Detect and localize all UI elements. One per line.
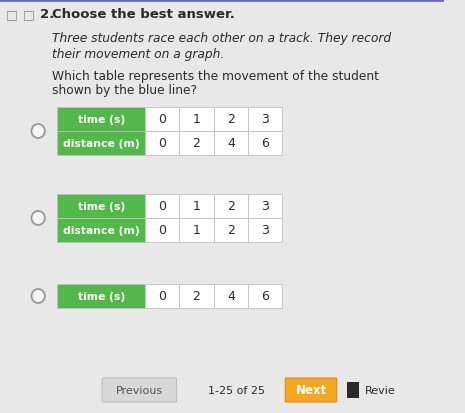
FancyBboxPatch shape: [214, 218, 248, 242]
Text: 0: 0: [158, 290, 166, 303]
Text: 0: 0: [158, 113, 166, 126]
Text: 2: 2: [193, 290, 200, 303]
Text: 3: 3: [261, 113, 269, 126]
FancyBboxPatch shape: [248, 108, 282, 132]
Text: □: □: [23, 8, 35, 21]
FancyBboxPatch shape: [145, 195, 179, 218]
FancyBboxPatch shape: [57, 195, 145, 218]
FancyBboxPatch shape: [57, 108, 145, 132]
Text: time (s): time (s): [78, 202, 125, 211]
Text: 2: 2: [227, 113, 235, 126]
Text: time (s): time (s): [78, 291, 125, 301]
Text: 3: 3: [261, 224, 269, 237]
FancyBboxPatch shape: [214, 108, 248, 132]
FancyBboxPatch shape: [145, 132, 179, 156]
Text: 2.: 2.: [40, 8, 54, 21]
Text: distance (m): distance (m): [63, 225, 140, 235]
Text: Which table represents the movement of the student: Which table represents the movement of t…: [53, 70, 379, 83]
Text: distance (m): distance (m): [63, 139, 140, 149]
FancyBboxPatch shape: [285, 378, 337, 402]
Text: 2: 2: [227, 224, 235, 237]
FancyBboxPatch shape: [145, 218, 179, 242]
FancyBboxPatch shape: [214, 195, 248, 218]
Text: □: □: [6, 8, 18, 21]
FancyBboxPatch shape: [102, 378, 177, 402]
Text: 2: 2: [227, 200, 235, 213]
Text: time (s): time (s): [78, 115, 125, 125]
Text: Three students race each other on a track. They record: Three students race each other on a trac…: [53, 32, 392, 45]
FancyBboxPatch shape: [57, 218, 145, 242]
Text: Revie: Revie: [365, 385, 395, 395]
Text: Previous: Previous: [116, 385, 163, 395]
Text: their movement on a graph.: their movement on a graph.: [53, 48, 225, 61]
Text: 0: 0: [158, 200, 166, 213]
FancyBboxPatch shape: [179, 132, 214, 156]
Text: Choose the best answer.: Choose the best answer.: [52, 8, 234, 21]
Text: 6: 6: [261, 137, 269, 150]
Text: 0: 0: [158, 137, 166, 150]
FancyBboxPatch shape: [179, 108, 214, 132]
FancyBboxPatch shape: [248, 218, 282, 242]
Text: 3: 3: [261, 200, 269, 213]
Text: 0: 0: [158, 224, 166, 237]
Text: 4: 4: [227, 290, 235, 303]
FancyBboxPatch shape: [57, 284, 145, 308]
FancyBboxPatch shape: [179, 284, 214, 308]
FancyBboxPatch shape: [145, 284, 179, 308]
Text: 2: 2: [193, 137, 200, 150]
Text: 1: 1: [193, 200, 200, 213]
Circle shape: [32, 125, 45, 139]
FancyBboxPatch shape: [57, 132, 145, 156]
Text: Next: Next: [295, 384, 326, 396]
FancyBboxPatch shape: [214, 132, 248, 156]
FancyBboxPatch shape: [145, 108, 179, 132]
Text: 1-25 of 25: 1-25 of 25: [208, 385, 265, 395]
FancyBboxPatch shape: [248, 284, 282, 308]
Circle shape: [32, 211, 45, 225]
Text: 6: 6: [261, 290, 269, 303]
Bar: [347, 382, 359, 398]
FancyBboxPatch shape: [248, 195, 282, 218]
Text: 1: 1: [193, 224, 200, 237]
FancyBboxPatch shape: [214, 284, 248, 308]
FancyBboxPatch shape: [248, 132, 282, 156]
FancyBboxPatch shape: [179, 195, 214, 218]
Circle shape: [32, 289, 45, 303]
Text: 4: 4: [227, 137, 235, 150]
Text: shown by the blue line?: shown by the blue line?: [53, 84, 198, 97]
Text: 1: 1: [193, 113, 200, 126]
FancyBboxPatch shape: [179, 218, 214, 242]
